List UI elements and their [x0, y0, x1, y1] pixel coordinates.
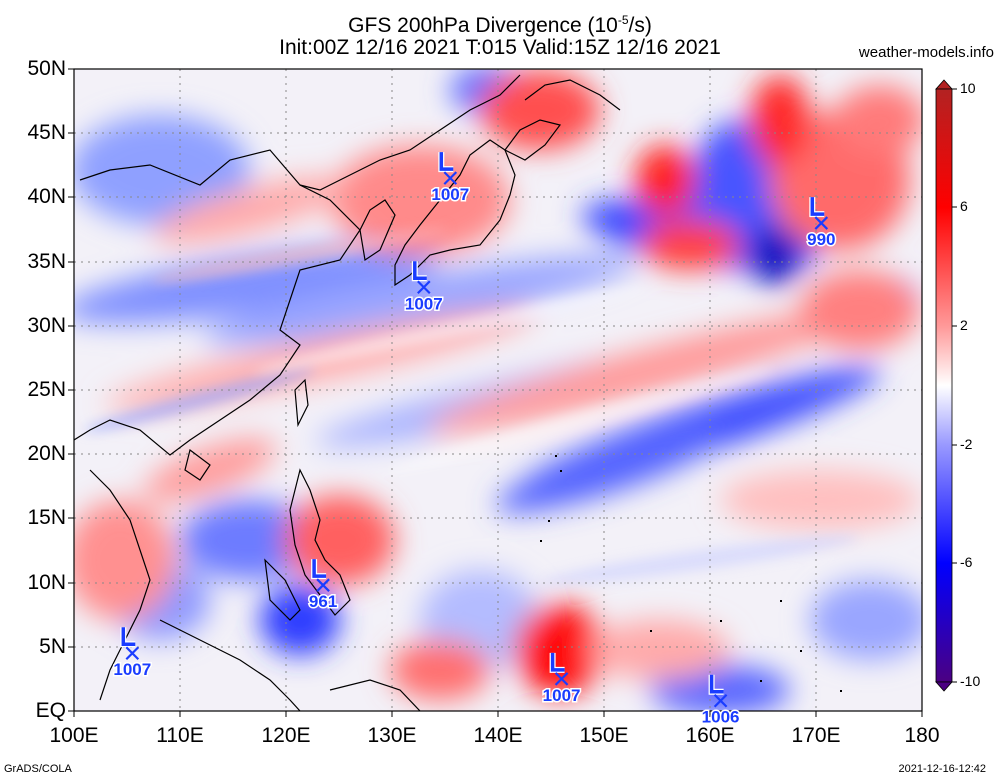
low-pressure-value: 990 [807, 230, 835, 249]
title-units: /s) [628, 14, 652, 37]
colorbar-bottom-arrow [935, 681, 953, 692]
low-center-cross [554, 672, 569, 686]
low-marker: 1007 [403, 261, 444, 315]
title-text: GFS 200hPa Divergence (10 [348, 14, 618, 37]
low-marker: 990 [806, 197, 837, 251]
lon-label-150e: 150E [579, 724, 629, 747]
low-symbol [121, 627, 136, 646]
lat-label-20n: 20N [27, 442, 66, 465]
low-pressure-value: 1007 [113, 660, 151, 679]
low-symbol [550, 652, 565, 672]
axis-ticks [68, 68, 923, 717]
colorbar-label-neg2: -2 [960, 436, 973, 452]
low-symbol [810, 197, 825, 216]
colorbar-top-arrow [935, 79, 953, 90]
lon-label-100e: 100E [49, 724, 99, 747]
lat-label-15n: 15N [27, 506, 66, 529]
low-symbol [312, 559, 327, 578]
lat-label-25n: 25N [27, 378, 66, 401]
map-subtitle: Init:00Z 12/16 2021 T:015 Valid:15Z 12/1… [279, 36, 721, 59]
footer-timestamp: 2021-12-16-12:42 [898, 763, 986, 775]
pacific-islands [540, 455, 842, 692]
low-center-cross [713, 693, 728, 708]
low-center-cross [417, 280, 431, 295]
low-marker: 1006 [700, 674, 741, 728]
low-symbol [709, 674, 724, 694]
lon-label-180: 180 [904, 724, 940, 747]
title-exponent: -5 [617, 13, 629, 27]
footer-software: GrADS/COLA [4, 763, 72, 775]
colorbar-label-6: 6 [960, 198, 968, 214]
colorbar [935, 79, 957, 692]
colorbar-label-neg10: -10 [960, 673, 981, 689]
low-center-cross [814, 216, 829, 230]
lat-label-40n: 40N [27, 185, 66, 208]
low-pressure-value: 1007 [431, 185, 469, 204]
low-marker: 1007 [112, 627, 153, 681]
colorbar-label-10: 10 [960, 80, 976, 96]
lon-label-140e: 140E [473, 724, 523, 747]
lat-label-10n: 10N [27, 571, 66, 594]
lon-label-160e: 160E [685, 724, 735, 747]
low-pressure-value: 1006 [702, 708, 740, 727]
lon-label-170e: 170E [791, 724, 841, 747]
lat-label-50n: 50N [27, 57, 66, 80]
low-pressure-value: 1007 [405, 294, 443, 313]
lat-label-45n: 45N [27, 121, 66, 144]
lat-label-eq: EQ [35, 699, 66, 722]
low-symbol [413, 261, 427, 281]
low-symbol [439, 152, 454, 171]
low-pressure-markers: 1007 1007 990 961 1007 1007 1006 [112, 152, 837, 728]
lat-label-35n: 35N [27, 250, 66, 273]
low-pressure-value: 1007 [543, 686, 581, 705]
lon-label-130e: 130E [367, 724, 417, 747]
lon-label-120e: 120E [261, 724, 311, 747]
colorbar-label-neg6: -6 [960, 554, 973, 570]
low-marker: 1007 [541, 652, 582, 706]
low-center-cross [443, 171, 458, 185]
coastlines [74, 74, 621, 711]
map-title: GFS 200hPa Divergence (10-5/s) [0, 8, 1000, 38]
low-center-cross [125, 646, 140, 660]
lat-label-5n: 5N [39, 635, 66, 658]
low-center-cross [316, 578, 330, 592]
divergence-field [74, 69, 922, 711]
colorbar-label-2: 2 [960, 317, 968, 333]
low-marker: 1007 [430, 152, 471, 206]
lat-label-30n: 30N [27, 314, 66, 337]
low-pressure-value: 961 [309, 592, 337, 611]
low-marker: 961 [307, 559, 339, 613]
colorbar-body [935, 88, 953, 683]
lon-label-110e: 110E [156, 724, 204, 747]
source-credit: weather-models.info [858, 44, 994, 61]
